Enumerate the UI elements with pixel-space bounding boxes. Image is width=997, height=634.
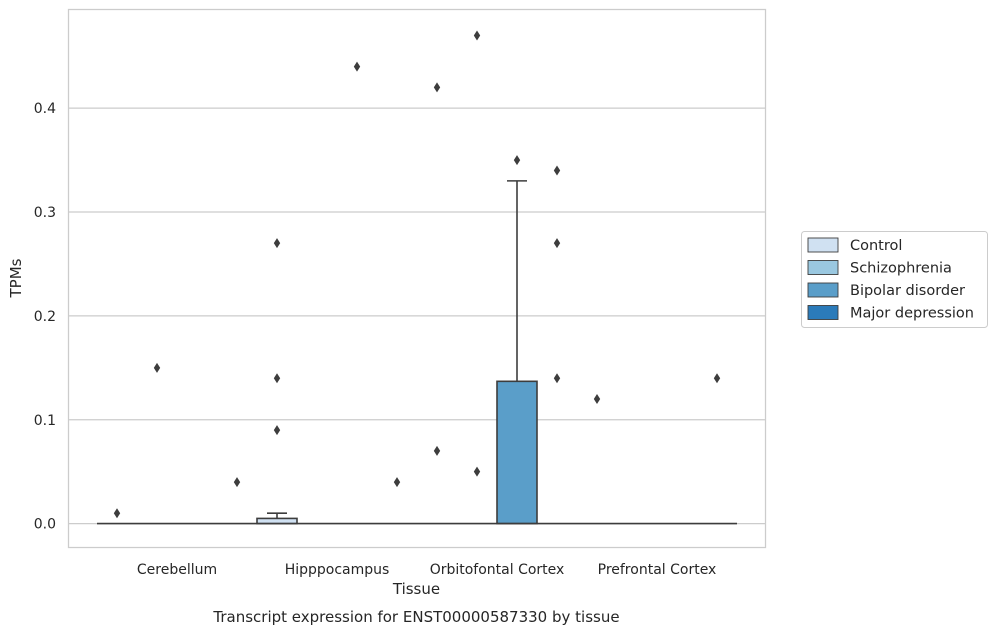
legend-label: Major depression [850, 306, 974, 322]
outlier-point [513, 155, 521, 166]
x-tick-label: Hipppocampus [285, 562, 390, 578]
box-control-1 [256, 512, 298, 525]
legend-frame [801, 231, 988, 328]
outlier-point [593, 393, 601, 404]
box-bipolar-disorder-2 [496, 180, 538, 525]
y-tick-label: 0.0 [34, 517, 56, 533]
x-tick-label: Orbitofontal Cortex [430, 562, 565, 578]
outlier-point [273, 425, 281, 436]
outlier-point [553, 238, 561, 249]
x-axis-label: Tissue [392, 580, 440, 598]
outlier-point [433, 82, 441, 93]
y-tick-label: 0.4 [34, 101, 56, 117]
x-axis-ticks: Cerebellum Hipppocampus Orbitofontal Corte… [137, 562, 716, 578]
outlier-point [273, 238, 281, 249]
legend-label: Schizophrenia [850, 261, 952, 277]
boxes [97, 180, 737, 525]
outlier-point [473, 30, 481, 41]
outlier-point [433, 445, 441, 456]
y-tick-label: 0.2 [34, 309, 56, 325]
chart-caption: Transcript expression for ENST0000058733… [212, 608, 619, 626]
outlier-point [353, 61, 361, 72]
box-body [496, 380, 538, 525]
legend-swatch [807, 305, 839, 320]
outlier-point [473, 466, 481, 477]
legend-swatch [807, 237, 839, 253]
outlier-point [553, 373, 561, 384]
legend-swatch [807, 260, 839, 275]
y-axis-label: TPMs [7, 258, 25, 298]
outlier-point [393, 477, 401, 488]
outlier-point [153, 362, 161, 373]
plot-area-frame [67, 8, 767, 549]
outlier-point [273, 373, 281, 384]
y-axis-ticks: 0.0 0.1 0.2 0.3 0.4 [34, 101, 56, 532]
x-tick-label: Cerebellum [137, 562, 217, 578]
outlier-point [553, 165, 561, 176]
x-tick-label: Prefrontal Cortex [598, 562, 717, 578]
legend-label: Control [850, 238, 902, 254]
grid-lines [68, 107, 766, 525]
y-tick-label: 0.3 [34, 205, 56, 221]
legend: Control Schizophrenia Bipolar disorder Majo… [801, 231, 988, 328]
legend-label: Bipolar disorder [850, 283, 965, 299]
outlier-point [113, 508, 121, 519]
outlier-point [713, 373, 721, 384]
outlier-point [233, 477, 241, 488]
outliers [113, 30, 721, 519]
legend-swatch [807, 282, 839, 298]
y-tick-label: 0.1 [34, 413, 56, 429]
